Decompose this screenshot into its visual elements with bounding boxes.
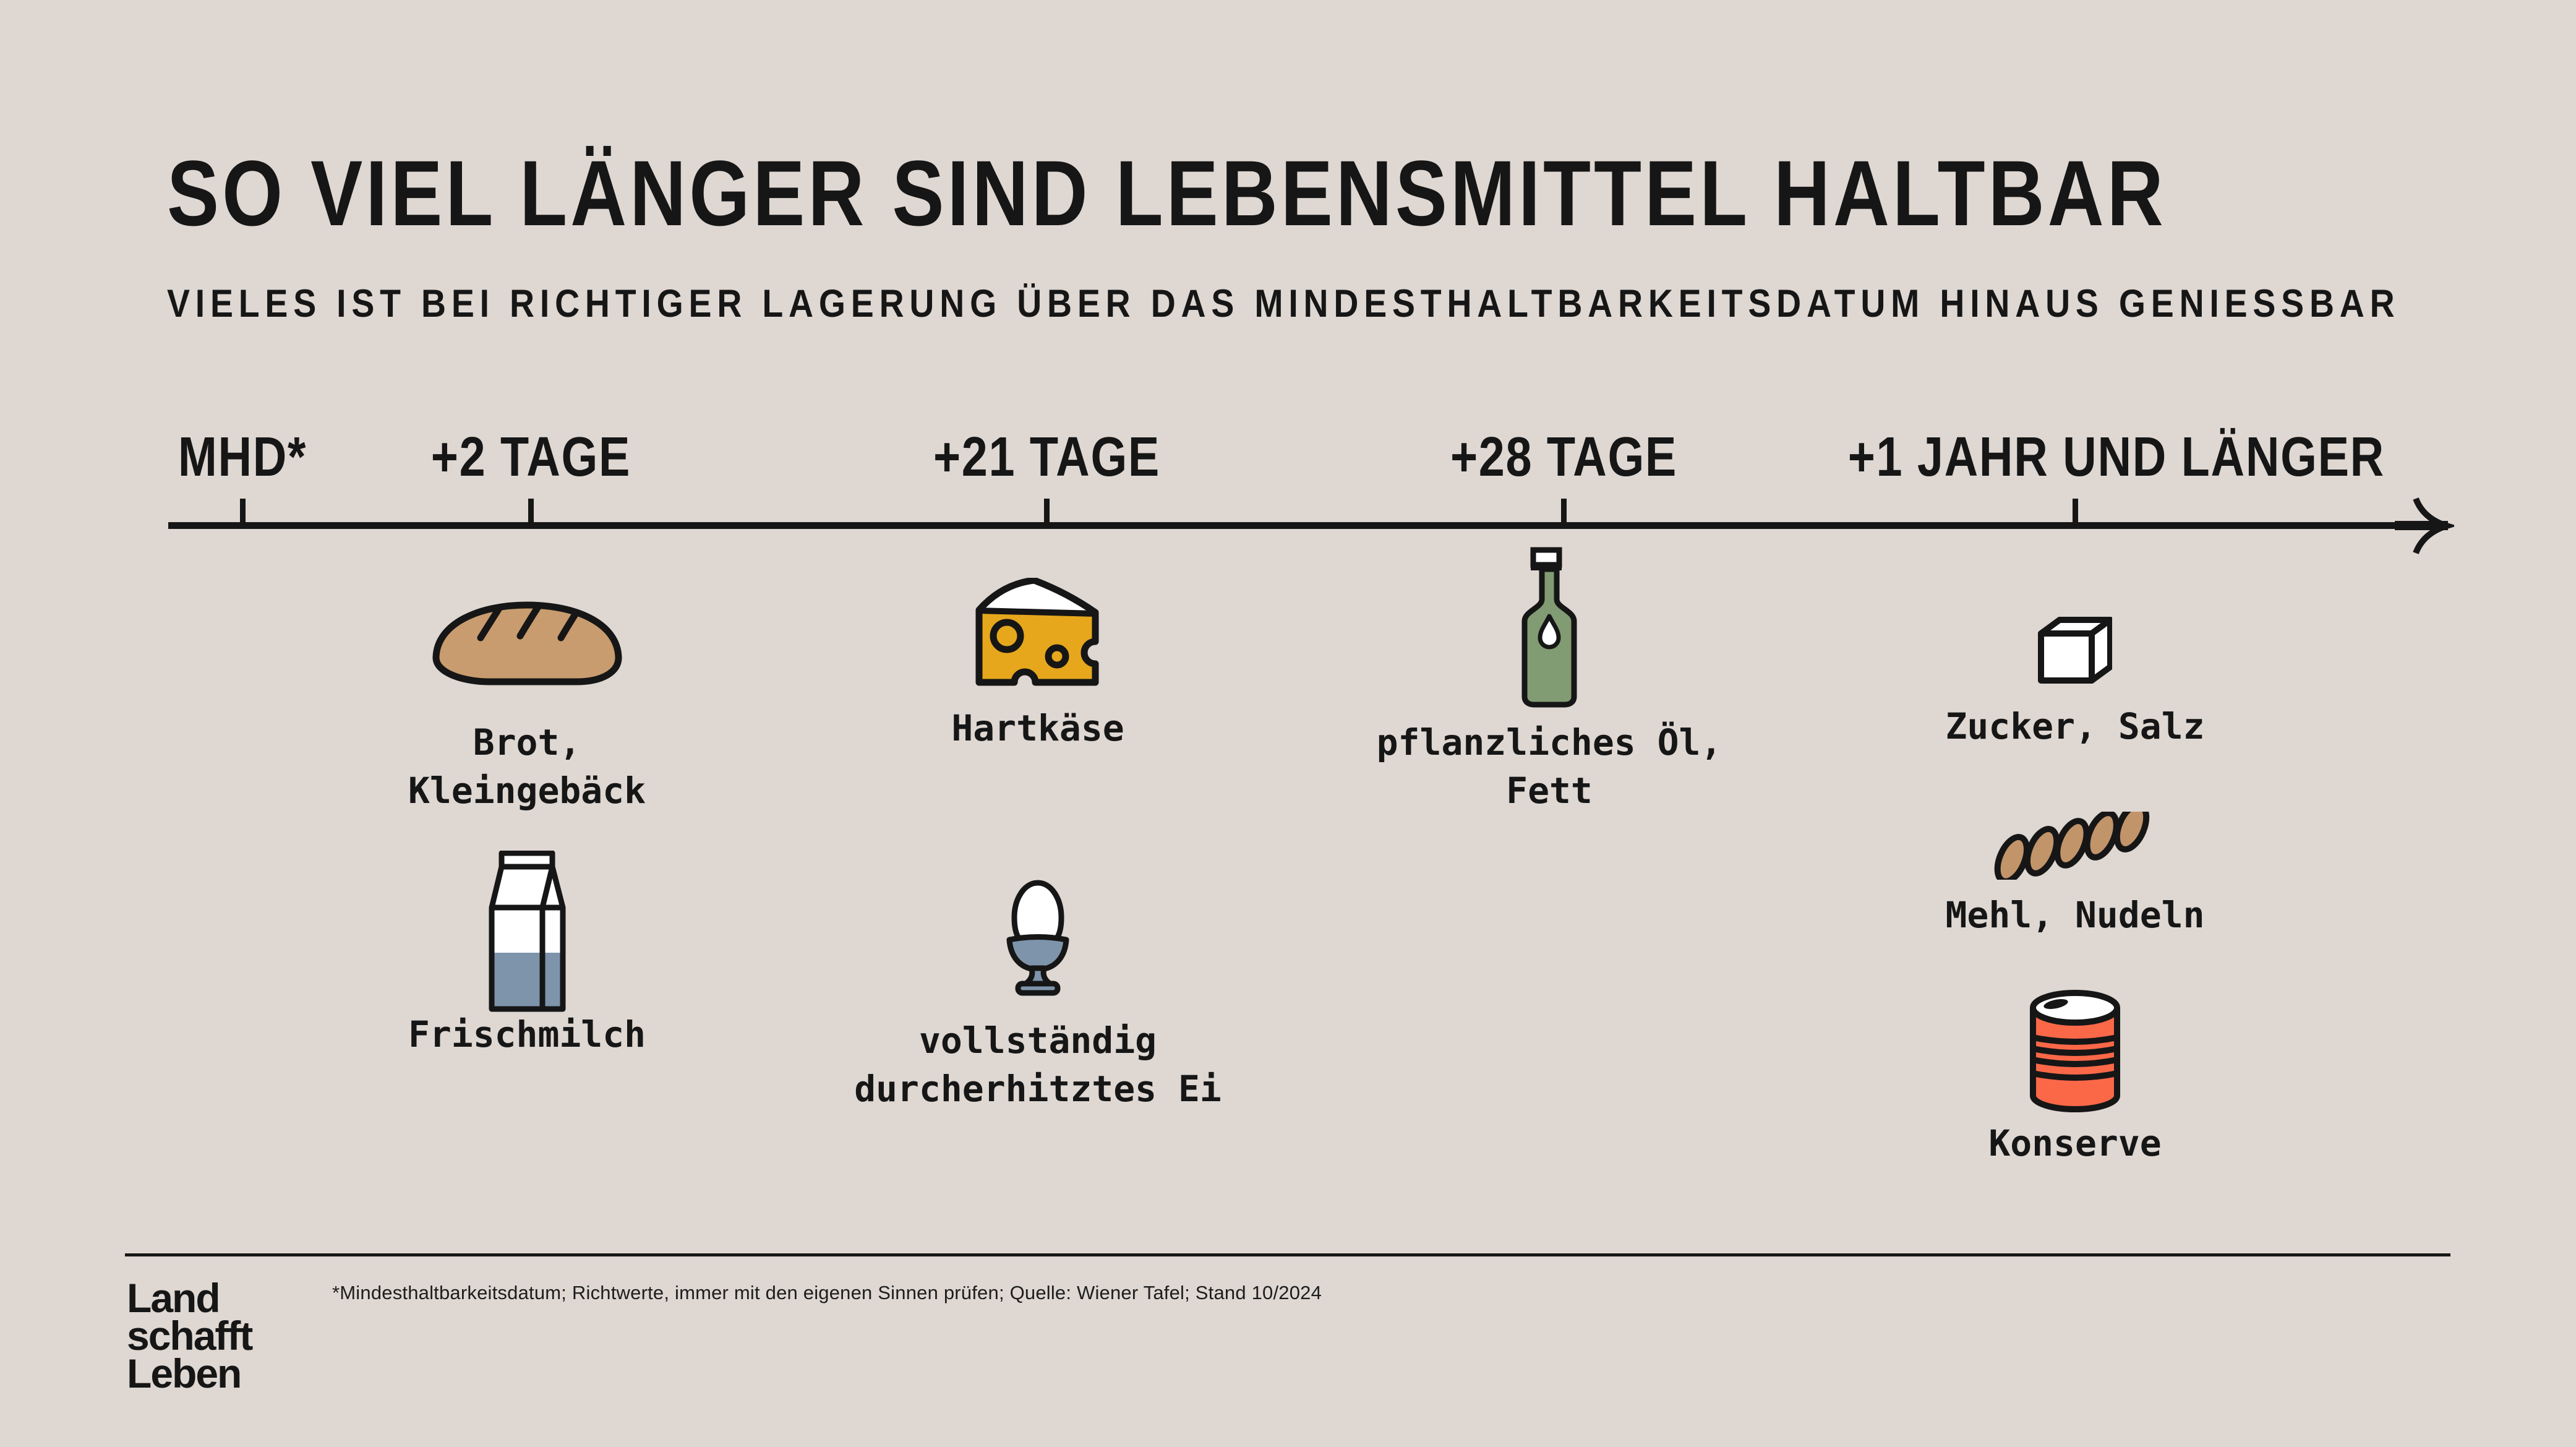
timeline-heading-28-tage: +28 TAGE: [1450, 426, 1677, 488]
page-subtitle: VIELES IST BEI RICHTIGER LAGERUNG ÜBER D…: [167, 282, 2400, 325]
timeline-tick: [528, 499, 534, 523]
timeline-heading-2-tage: +2 TAGE: [430, 426, 631, 488]
label-mehl-nudeln: Mehl, Nudeln: [1945, 894, 2205, 936]
page-title: SO VIEL LÄNGER SIND LEBENSMITTEL HALTBAR: [167, 141, 2167, 245]
egg-cup-icon: [1006, 880, 1069, 996]
arrowhead-icon: [2413, 497, 2454, 554]
sugar-cube-icon: [2038, 617, 2112, 684]
label-hartkaese: Hartkäse: [951, 707, 1124, 749]
label-brot-kleingebaeck: Brot, Kleingebäck: [408, 721, 646, 812]
timeline-heading-1-jahr: +1 JAHR UND LÄNGER: [1847, 426, 2385, 488]
label-durcherhitztes-ei: vollständig durcherhitztes Ei: [854, 1020, 1222, 1110]
label-konserve: Konserve: [1988, 1122, 2162, 1164]
timeline-tick: [2073, 499, 2078, 523]
timeline-heading-mhd: MHD*: [178, 426, 307, 488]
fusilli-icon: [1994, 812, 2150, 880]
label-zucker-salz: Zucker, Salz: [1945, 705, 2205, 747]
bread-icon: [432, 601, 622, 685]
tin-can-icon: [2030, 990, 2120, 1112]
timeline-axis: [168, 522, 2448, 529]
timeline-tick: [1044, 499, 1050, 523]
milk-carton-icon: [489, 851, 566, 1012]
land-schafft-leben-logo: Land schafft Leben: [127, 1275, 253, 1396]
cheese-icon: [975, 578, 1099, 686]
timeline-tick: [1561, 499, 1567, 523]
oil-bottle-icon: [1521, 547, 1577, 708]
label-frischmilch: Frischmilch: [408, 1013, 646, 1055]
footnote: *Mindesthaltbarkeitsdatum; Richtwerte, i…: [332, 1282, 1322, 1303]
timeline-heading-21-tage: +21 TAGE: [933, 426, 1160, 488]
label-pflanzliches-oel-fett: pflanzliches Öl, Fett: [1376, 721, 1722, 812]
footer-divider: [125, 1253, 2450, 1256]
timeline-tick: [240, 499, 246, 523]
